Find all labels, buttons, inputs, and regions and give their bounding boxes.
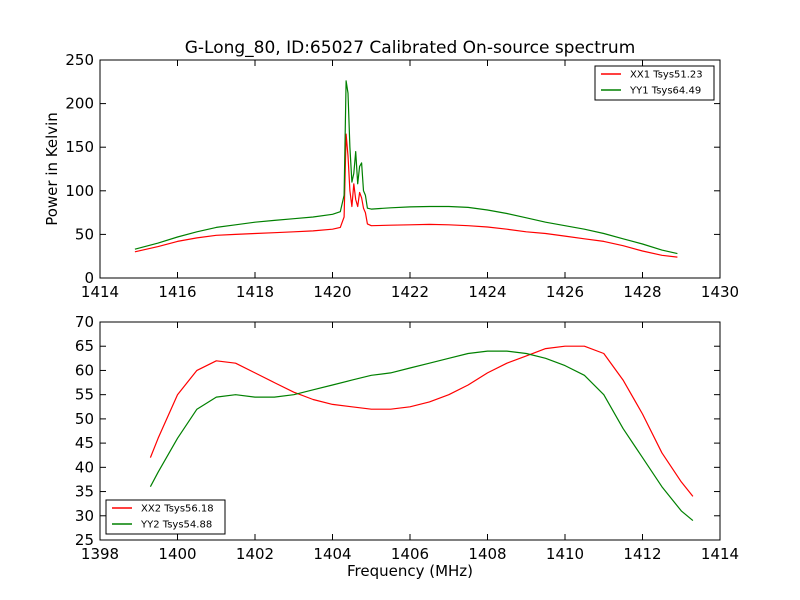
bottom-plot-y-tick-label-4: 45 <box>75 434 94 452</box>
top-plot-x-tick-label-0: 1414 <box>81 283 119 301</box>
top-plot-series-line-1 <box>134 80 678 255</box>
bottom-plot-x-tick-label-4: 1406 <box>391 545 429 563</box>
top-plot-series-layer <box>134 80 678 258</box>
bottom-plot-y-tick-label-5: 50 <box>75 410 94 428</box>
bottom-plot-series-line-1 <box>149 350 694 522</box>
top-plot-ticks-layer: 1414 1416 1418 1420 1422 1424 1426 1428 1430 0 50 1… <box>65 51 739 301</box>
top-plot-y-tick-label-2: 100 <box>65 182 94 200</box>
top-plot-y-axis-label: Power in Kelvin <box>43 112 61 226</box>
bottom-plot-ticks-layer: 1398 1400 1402 1404 1406 1408 1410 1412 1414 25 30… <box>75 313 739 563</box>
bottom-plot-x-tick-label-6: 1410 <box>546 545 584 563</box>
bottom-plot-x-tick-label-7: 1412 <box>623 545 661 563</box>
top-plot: 1414 1416 1418 1420 1422 1424 1426 1428 1430 0 50 1… <box>43 51 739 301</box>
top-plot-x-tick-label-2: 1418 <box>236 283 274 301</box>
bottom-plot-y-tick-label-3: 40 <box>75 458 94 476</box>
top-plot-x-tick-label-1: 1416 <box>158 283 196 301</box>
bottom-plot-x-tick-label-2: 1402 <box>236 545 274 563</box>
top-plot-legend: XX1 Tsys51.23 YY1 Tsys64.49 <box>594 65 715 101</box>
top-plot-legend-label-0: XX1 Tsys51.23 <box>630 70 703 81</box>
top-plot-x-tick-label-4: 1422 <box>391 283 429 301</box>
bottom-plot-x-tick-label-0: 1398 <box>81 545 119 563</box>
bottom-plot-x-tick-label-5: 1408 <box>468 545 506 563</box>
bottom-plot-y-tick-label-1: 30 <box>75 507 94 525</box>
bottom-plot-y-tick-label-2: 35 <box>75 483 94 501</box>
bottom-plot-legend-label-0: XX2 Tsys56.18 <box>141 504 214 515</box>
top-plot-legend-box <box>594 65 715 101</box>
bottom-plot-y-tick-label-7: 60 <box>75 361 94 379</box>
bottom-plot-x-tick-label-8: 1414 <box>701 545 739 563</box>
bottom-plot-legend-box <box>105 499 226 535</box>
bottom-plot-y-tick-label-8: 65 <box>75 337 94 355</box>
top-plot-series-line-0 <box>134 133 678 258</box>
top-plot-y-tick-label-1: 50 <box>75 225 94 243</box>
chart-title: G-Long_80, ID:65027 Calibrated On-source… <box>185 38 636 58</box>
top-plot-x-tick-label-7: 1428 <box>623 283 661 301</box>
top-plot-x-tick-label-5: 1424 <box>468 283 506 301</box>
bottom-plot-x-axis-label: Frequency (MHz) <box>347 562 473 580</box>
bottom-plot-y-tick-label-6: 55 <box>75 386 94 404</box>
top-plot-y-tick-label-0: 0 <box>84 269 94 287</box>
bottom-plot-series-line-0 <box>149 345 694 497</box>
bottom-plot-y-tick-label-9: 70 <box>75 313 94 331</box>
top-plot-y-tick-label-5: 250 <box>65 51 94 69</box>
top-plot-y-tick-label-3: 150 <box>65 138 94 156</box>
bottom-plot-series-layer <box>149 345 694 522</box>
bottom-plot-y-tick-label-0: 25 <box>75 531 94 549</box>
bottom-plot-x-tick-label-1: 1400 <box>158 545 196 563</box>
top-plot-x-tick-label-3: 1420 <box>313 283 351 301</box>
bottom-plot: 1398 1400 1402 1404 1406 1408 1410 1412 1414 25 30… <box>75 313 739 580</box>
top-plot-y-tick-label-4: 200 <box>65 95 94 113</box>
bottom-plot-legend: XX2 Tsys56.18 YY2 Tsys54.88 <box>105 499 226 535</box>
top-plot-x-tick-label-8: 1430 <box>701 283 739 301</box>
bottom-plot-legend-label-1: YY2 Tsys54.88 <box>140 520 212 531</box>
top-plot-x-tick-label-6: 1426 <box>546 283 584 301</box>
bottom-plot-x-tick-label-3: 1404 <box>313 545 351 563</box>
top-plot-legend-label-1: YY1 Tsys64.49 <box>629 86 701 97</box>
